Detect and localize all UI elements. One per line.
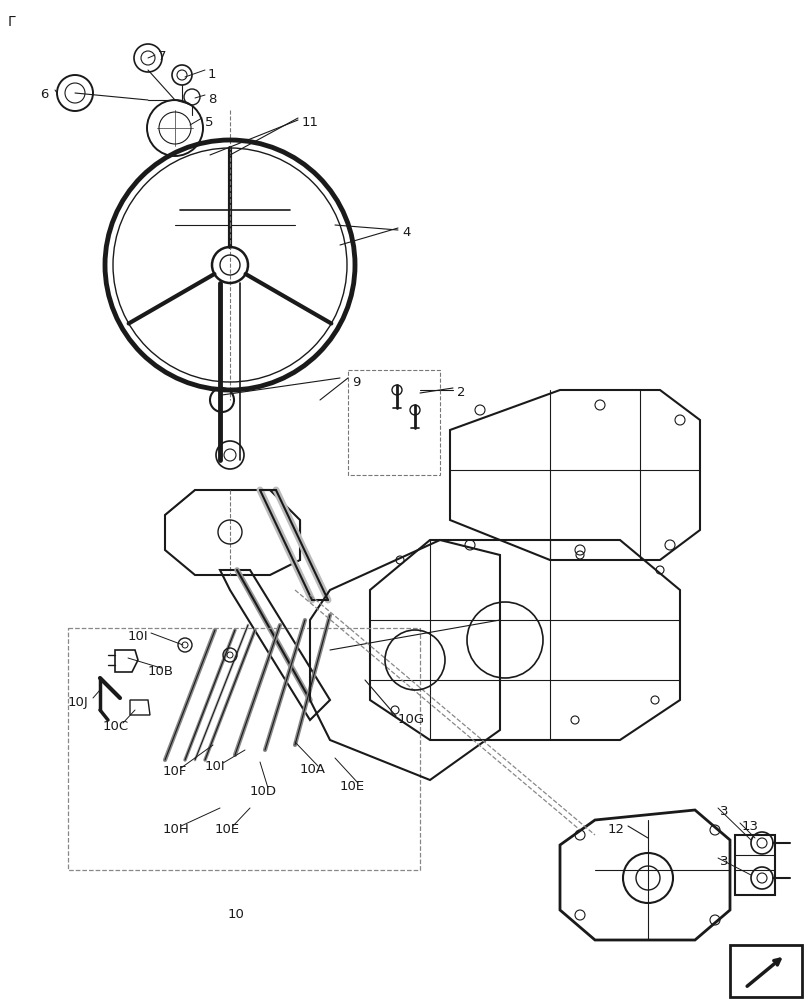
Text: 10I: 10I <box>204 760 225 773</box>
Text: 10J: 10J <box>68 696 88 709</box>
Bar <box>729 945 801 997</box>
Text: 12: 12 <box>607 823 624 836</box>
Text: 10F: 10F <box>163 765 187 778</box>
Text: 10G: 10G <box>397 713 425 726</box>
Text: 7: 7 <box>158 50 166 63</box>
Text: 6: 6 <box>40 88 49 101</box>
Text: 1: 1 <box>208 68 217 81</box>
Text: Γ: Γ <box>8 15 15 29</box>
Text: 10E: 10E <box>215 823 240 836</box>
Text: 10I: 10I <box>128 630 148 643</box>
Text: 10: 10 <box>228 908 245 921</box>
Text: 10C: 10C <box>103 720 129 733</box>
Text: 11: 11 <box>302 116 319 129</box>
Text: 10D: 10D <box>250 785 277 798</box>
Text: 4: 4 <box>401 226 410 239</box>
Text: 8: 8 <box>208 93 216 106</box>
Text: 10B: 10B <box>148 665 174 678</box>
Text: 10A: 10A <box>299 763 325 776</box>
Text: 13: 13 <box>741 820 758 833</box>
Text: 10H: 10H <box>163 823 190 836</box>
Text: 5: 5 <box>204 116 213 129</box>
Text: 9: 9 <box>351 376 360 389</box>
Text: 2: 2 <box>457 386 465 399</box>
Text: 10E: 10E <box>340 780 365 793</box>
Text: 3: 3 <box>719 805 727 818</box>
Bar <box>734 835 774 895</box>
Text: 3: 3 <box>719 855 727 868</box>
